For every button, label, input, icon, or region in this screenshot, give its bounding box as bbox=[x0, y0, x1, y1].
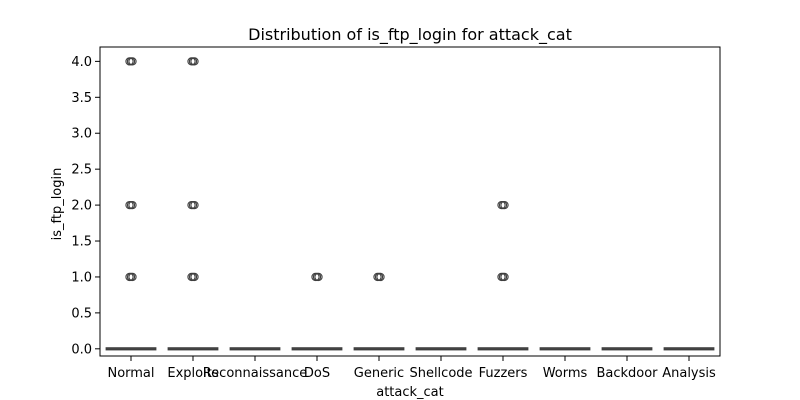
axes-frame bbox=[99, 46, 721, 357]
box-backdoor bbox=[601, 347, 653, 351]
box-generic bbox=[353, 272, 405, 351]
y-tick-label: 3.5 bbox=[71, 91, 92, 106]
plot-area bbox=[105, 57, 715, 351]
box-dos bbox=[291, 272, 343, 351]
y-tick-label: 2.5 bbox=[71, 163, 92, 178]
y-tick-label: 2.0 bbox=[71, 199, 92, 214]
x-axis-label: attack_cat bbox=[376, 385, 444, 400]
chart-title: Distribution of is_ftp_login for attack_… bbox=[248, 25, 572, 45]
y-axis: 0.0 0.5 1.0 1.5 2.0 2.5 3.0 3.5 4.0 bbox=[71, 55, 100, 357]
outlier-point bbox=[500, 200, 509, 210]
x-tick-label: Fuzzers bbox=[479, 366, 528, 381]
x-tick-label: Reconnaissance bbox=[203, 366, 308, 381]
outlier-point bbox=[128, 200, 137, 210]
outlier-point bbox=[128, 57, 137, 66]
box-exploits bbox=[167, 57, 219, 351]
x-tick-label: Normal bbox=[107, 366, 154, 381]
box-worms bbox=[539, 347, 591, 351]
x-tick-label: DoS bbox=[304, 366, 330, 381]
y-tick-label: 0.0 bbox=[71, 342, 92, 357]
box-analysis bbox=[663, 347, 715, 351]
x-tick-label: Analysis bbox=[662, 366, 716, 381]
y-tick-label: 0.5 bbox=[71, 306, 92, 321]
box-reconnaissance bbox=[229, 347, 281, 351]
y-tick-label: 3.0 bbox=[71, 127, 92, 142]
x-tick-label: Backdoor bbox=[596, 366, 658, 381]
x-tick-label: Exploits bbox=[167, 366, 218, 381]
y-tick-label: 1.0 bbox=[71, 270, 92, 285]
outlier-point bbox=[376, 272, 385, 282]
x-tick-label: Generic bbox=[354, 366, 404, 381]
y-axis-label: is_ftp_login bbox=[50, 168, 65, 241]
y-tick-label: 4.0 bbox=[71, 55, 92, 70]
outlier-point bbox=[190, 272, 199, 282]
outlier-point bbox=[128, 272, 137, 282]
y-tick-label: 1.5 bbox=[71, 235, 92, 250]
outlier-point bbox=[500, 272, 509, 282]
outlier-point bbox=[190, 200, 199, 210]
x-tick-label: Worms bbox=[543, 366, 588, 381]
box-shellcode bbox=[415, 347, 467, 351]
box-fuzzers bbox=[477, 200, 529, 351]
x-tick-label: Shellcode bbox=[409, 366, 472, 381]
outlier-point bbox=[190, 57, 199, 66]
outlier-point bbox=[314, 272, 323, 282]
box-normal bbox=[105, 57, 157, 351]
